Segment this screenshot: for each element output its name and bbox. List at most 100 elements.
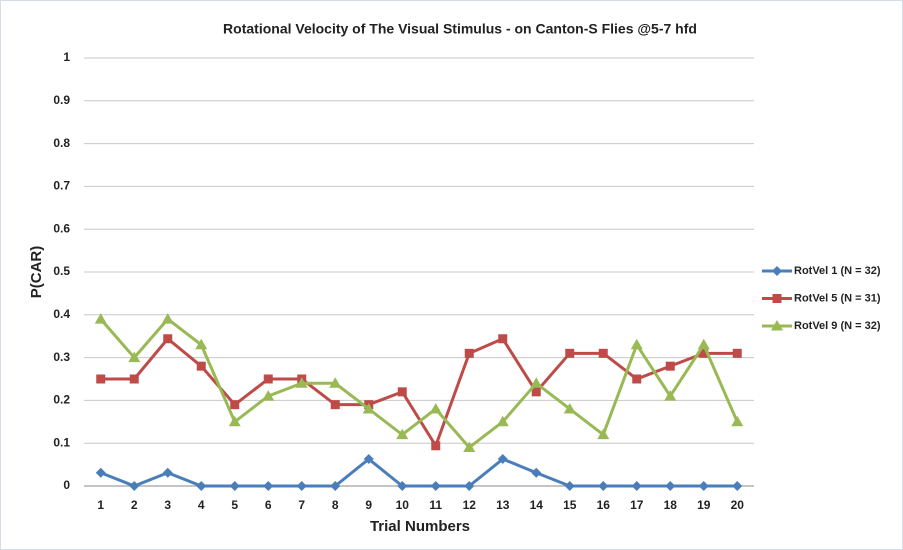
data-point: [196, 481, 207, 491]
data-point: [129, 374, 139, 384]
series-line: [100, 336, 738, 450]
y-tick-label: 0.9: [53, 93, 70, 107]
x-tick-label: 2: [131, 498, 138, 512]
data-point: [597, 428, 610, 440]
data-point: [463, 441, 476, 452]
legend-marker: [771, 320, 783, 331]
data-point: [363, 454, 374, 465]
data-point: [230, 400, 240, 410]
data-point: [195, 338, 208, 350]
y-tick-label: 1: [63, 50, 70, 64]
data-point: [431, 441, 441, 451]
x-tick-label: 8: [332, 498, 339, 512]
x-tick-label: 9: [365, 498, 372, 512]
x-tick-label: 4: [198, 498, 205, 512]
x-tick-label: 10: [396, 498, 410, 512]
data-point: [531, 387, 541, 397]
x-tick-label: 14: [530, 498, 544, 512]
y-tick-label: 0: [63, 478, 70, 492]
x-tick-label: 5: [231, 498, 238, 512]
x-tick-label: 13: [496, 498, 510, 512]
y-tick-label: 0.7: [53, 179, 70, 193]
y-tick-label: 0.5: [53, 264, 70, 278]
legend-marker: [772, 266, 782, 276]
legend-label: RotVel 5 (N = 31): [794, 292, 881, 304]
legend-marker: [772, 294, 782, 303]
data-point: [464, 348, 474, 358]
data-point: [162, 467, 173, 478]
y-tick-label: 0.3: [53, 350, 70, 364]
data-point: [632, 374, 642, 384]
data-point: [96, 374, 106, 384]
data-point: [95, 467, 106, 478]
y-tick-label: 0.6: [53, 221, 70, 235]
data-point: [598, 348, 608, 358]
y-tick-label: 0.4: [53, 307, 70, 321]
data-point: [397, 387, 407, 397]
data-point: [196, 361, 206, 371]
data-point: [229, 481, 240, 491]
chart-title: Rotational Velocity of The Visual Stimul…: [223, 21, 697, 37]
data-point: [163, 334, 173, 344]
series-line: [100, 457, 738, 488]
data-point: [161, 313, 174, 324]
y-axis-title: P(CAR): [28, 246, 45, 299]
x-tick-label: 11: [429, 498, 442, 512]
x-tick-label: 12: [463, 498, 477, 512]
x-tick-label: 16: [597, 498, 611, 512]
data-point: [732, 348, 742, 358]
data-point: [665, 481, 676, 491]
x-tick-label: 19: [697, 498, 711, 512]
data-point: [362, 402, 375, 414]
data-point: [263, 374, 273, 384]
data-point: [129, 481, 140, 491]
x-tick-label: 18: [664, 498, 678, 512]
data-point: [664, 390, 677, 401]
data-point: [464, 481, 475, 491]
data-point: [698, 481, 709, 491]
data-point: [396, 428, 409, 440]
y-tick-label: 0.2: [53, 393, 70, 407]
data-point: [262, 390, 275, 401]
data-point: [430, 481, 441, 491]
data-point: [665, 361, 675, 371]
data-point: [228, 415, 241, 427]
data-point: [296, 481, 307, 491]
data-point: [564, 481, 575, 491]
data-point: [498, 334, 508, 344]
data-point: [531, 467, 542, 478]
x-tick-label: 1: [97, 498, 104, 512]
x-tick-label: 20: [731, 498, 745, 512]
x-tick-label: 15: [563, 498, 577, 512]
x-axis-title: Trial Numbers: [370, 518, 470, 535]
data-point: [731, 415, 744, 427]
data-point: [263, 481, 274, 491]
data-point: [330, 400, 340, 410]
data-point: [565, 348, 575, 358]
data-point: [497, 454, 508, 465]
data-point: [128, 351, 141, 363]
y-tick-label: 0.1: [53, 435, 70, 449]
data-point: [530, 377, 543, 388]
data-point: [697, 338, 710, 350]
data-point: [598, 481, 609, 491]
x-tick-label: 17: [630, 498, 644, 512]
data-point: [630, 338, 643, 350]
y-tick-label: 0.8: [53, 136, 70, 150]
x-tick-label: 7: [298, 498, 305, 512]
data-point: [732, 481, 743, 491]
x-tick-label: 6: [265, 498, 272, 512]
x-tick-label: 3: [164, 498, 171, 512]
data-point: [397, 481, 408, 491]
data-point: [631, 481, 642, 491]
legend-label: RotVel 1 (N = 32): [794, 265, 881, 277]
legend-label: RotVel 9 (N = 32): [794, 320, 881, 332]
data-point: [329, 377, 342, 388]
data-point: [563, 402, 576, 414]
series-line: [99, 317, 739, 450]
data-point: [699, 348, 709, 358]
data-point: [429, 402, 442, 414]
data-point: [295, 377, 308, 388]
